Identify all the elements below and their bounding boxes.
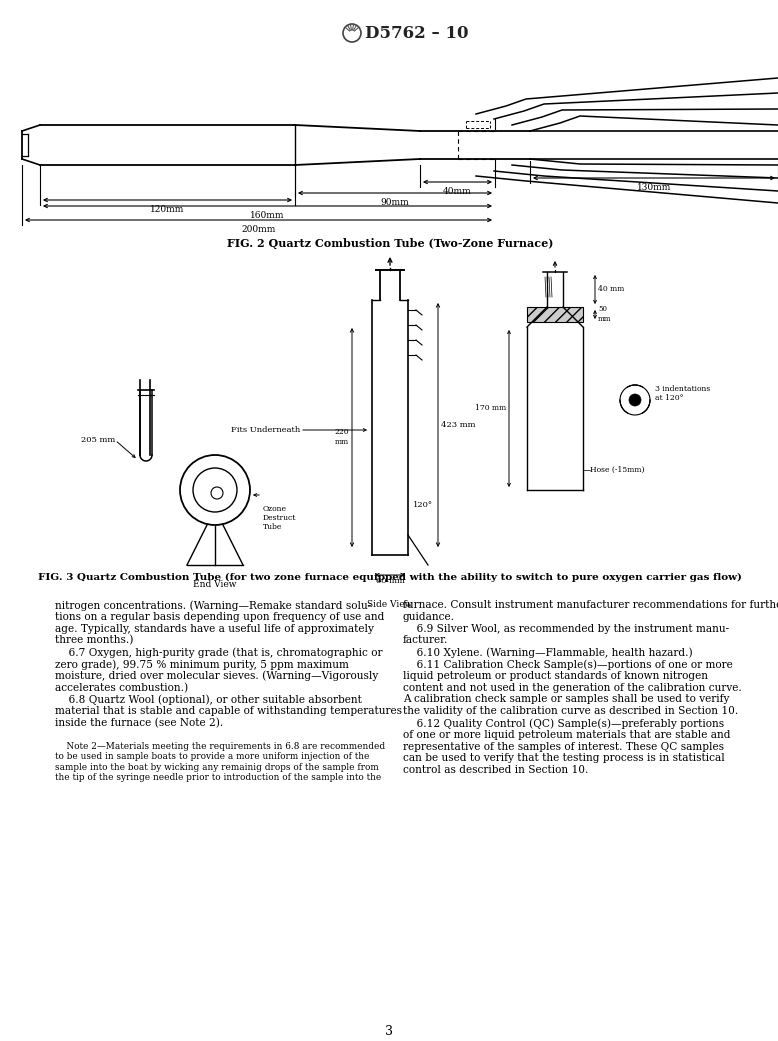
Text: 6.10 Xylene. (Warning—Flammable, health hazard.): 6.10 Xylene. (Warning—Flammable, health … <box>403 648 692 658</box>
Text: Side View: Side View <box>367 600 412 609</box>
Text: sample into the boat by wicking any remainig drops of the sample from: sample into the boat by wicking any rema… <box>55 763 379 771</box>
Text: FIG. 2 Quartz Combustion Tube (Two-Zone Furnace): FIG. 2 Quartz Combustion Tube (Two-Zone … <box>227 238 553 249</box>
Text: 423 mm: 423 mm <box>441 421 475 429</box>
Text: tions on a regular basis depending upon frequency of use and: tions on a regular basis depending upon … <box>55 612 384 621</box>
Text: guidance.: guidance. <box>403 612 455 621</box>
Text: 120mm: 120mm <box>150 205 184 214</box>
Text: 130mm: 130mm <box>637 183 671 192</box>
Text: content and not used in the generation of the calibration curve.: content and not used in the generation o… <box>403 683 741 692</box>
Text: Fits Underneath: Fits Underneath <box>231 426 300 434</box>
Text: representative of the samples of interest. These QC samples: representative of the samples of interes… <box>403 741 724 752</box>
Text: 50
mm: 50 mm <box>598 305 612 323</box>
Text: furnace. Consult instrument manufacturer recommendations for further: furnace. Consult instrument manufacturer… <box>403 600 778 610</box>
Text: 90mm: 90mm <box>380 198 409 207</box>
Text: D5762 – 10: D5762 – 10 <box>365 25 468 42</box>
Text: facturer.: facturer. <box>403 635 448 645</box>
Text: 6.11 Calibration Check Sample(s)—portions of one or more: 6.11 Calibration Check Sample(s)—portion… <box>403 659 733 669</box>
Text: age. Typically, standards have a useful life of approximately: age. Typically, standards have a useful … <box>55 624 374 634</box>
Text: End View: End View <box>193 580 237 589</box>
Text: 170 mm: 170 mm <box>475 404 506 412</box>
Text: 40 mm: 40 mm <box>598 285 625 293</box>
Text: 160mm: 160mm <box>251 211 285 220</box>
Circle shape <box>629 393 641 406</box>
Text: material that is stable and capable of withstanding temperatures: material that is stable and capable of w… <box>55 706 402 716</box>
Text: 220
mm: 220 mm <box>335 429 349 446</box>
Text: Hose (-15mm): Hose (-15mm) <box>590 466 644 474</box>
Text: to be used in sample boats to provide a more uniform injection of the: to be used in sample boats to provide a … <box>55 752 370 761</box>
Text: 6.9 Silver Wool, as recommended by the instrument manu-: 6.9 Silver Wool, as recommended by the i… <box>403 624 729 634</box>
Text: three months.): three months.) <box>55 635 133 645</box>
Text: accelerates combustion.): accelerates combustion.) <box>55 683 188 693</box>
Text: 6.12 Quality Control (QC) Sample(s)—preferably portions: 6.12 Quality Control (QC) Sample(s)—pref… <box>403 718 724 729</box>
Text: 6.8 Quartz Wool (optional), or other suitable absorbent: 6.8 Quartz Wool (optional), or other sui… <box>55 694 362 705</box>
Text: Note 2—Materials meeting the requirements in 6.8 are recommended: Note 2—Materials meeting the requirement… <box>55 741 385 751</box>
Text: 120°: 120° <box>413 501 433 509</box>
Text: 60 mm: 60 mm <box>376 577 405 585</box>
Bar <box>527 307 583 322</box>
Text: the validity of the calibration curve as described in Section 10.: the validity of the calibration curve as… <box>403 706 738 716</box>
Text: 40mm: 40mm <box>443 187 472 196</box>
Text: 205 mm: 205 mm <box>81 436 115 445</box>
Text: liquid petroleum or product standards of known nitrogen: liquid petroleum or product standards of… <box>403 670 708 681</box>
Text: the tip of the syringe needle prior to introduction of the sample into the: the tip of the syringe needle prior to i… <box>55 773 381 782</box>
Text: A calibration check sample or samples shall be used to verify: A calibration check sample or samples sh… <box>403 694 729 705</box>
Text: zero grade), 99.75 % minimum purity, 5 ppm maximum: zero grade), 99.75 % minimum purity, 5 p… <box>55 659 349 669</box>
Text: moisture, dried over molecular sieves. (Warning—Vigorously: moisture, dried over molecular sieves. (… <box>55 670 378 682</box>
Text: Ozone
Destruct
Tube: Ozone Destruct Tube <box>263 505 296 531</box>
Text: 3: 3 <box>385 1025 393 1038</box>
Text: FIG. 3 Quartz Combustion Tube (for two zone furnace equipped with the ability to: FIG. 3 Quartz Combustion Tube (for two z… <box>38 573 742 582</box>
Text: can be used to verify that the testing process is in statistical: can be used to verify that the testing p… <box>403 754 725 763</box>
Text: of one or more liquid petroleum materials that are stable and: of one or more liquid petroleum material… <box>403 730 731 740</box>
Text: control as described in Section 10.: control as described in Section 10. <box>403 765 588 776</box>
Text: 3 indentations
at 120°: 3 indentations at 120° <box>655 385 710 402</box>
Text: 200mm: 200mm <box>241 225 275 234</box>
Text: nitrogen concentrations. (Warning—Remake standard solu-: nitrogen concentrations. (Warning—Remake… <box>55 600 371 611</box>
Text: inside the furnace (see Note 2).: inside the furnace (see Note 2). <box>55 718 223 729</box>
Text: 6.7 Oxygen, high-purity grade (that is, chromatographic or: 6.7 Oxygen, high-purity grade (that is, … <box>55 648 383 658</box>
